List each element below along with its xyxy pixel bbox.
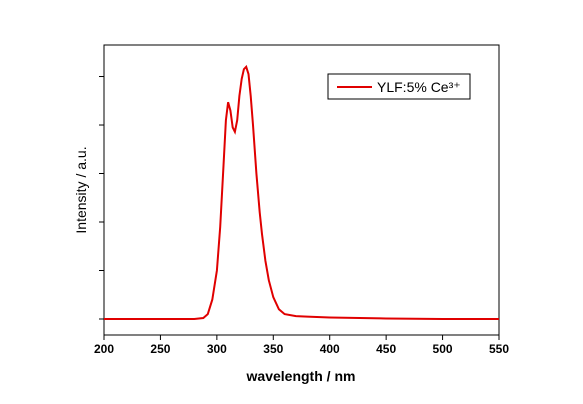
y-axis-label: Intensity / a.u. — [73, 146, 89, 233]
x-tick-label: 500 — [433, 342, 453, 356]
x-tick-label: 550 — [489, 342, 509, 356]
x-tick-label: 450 — [376, 342, 396, 356]
data-line — [104, 64, 499, 320]
x-tick-label: 200 — [94, 342, 114, 356]
x-tick-label: 350 — [263, 342, 283, 356]
x-axis-label: wavelength / nm — [246, 368, 356, 384]
legend-label: YLF:5% Ce³⁺ — [377, 79, 461, 95]
x-tick-label: 300 — [207, 342, 227, 356]
x-tick-label: 400 — [320, 342, 340, 356]
plot-frame — [103, 44, 500, 336]
x-tick-label: 250 — [150, 342, 170, 356]
